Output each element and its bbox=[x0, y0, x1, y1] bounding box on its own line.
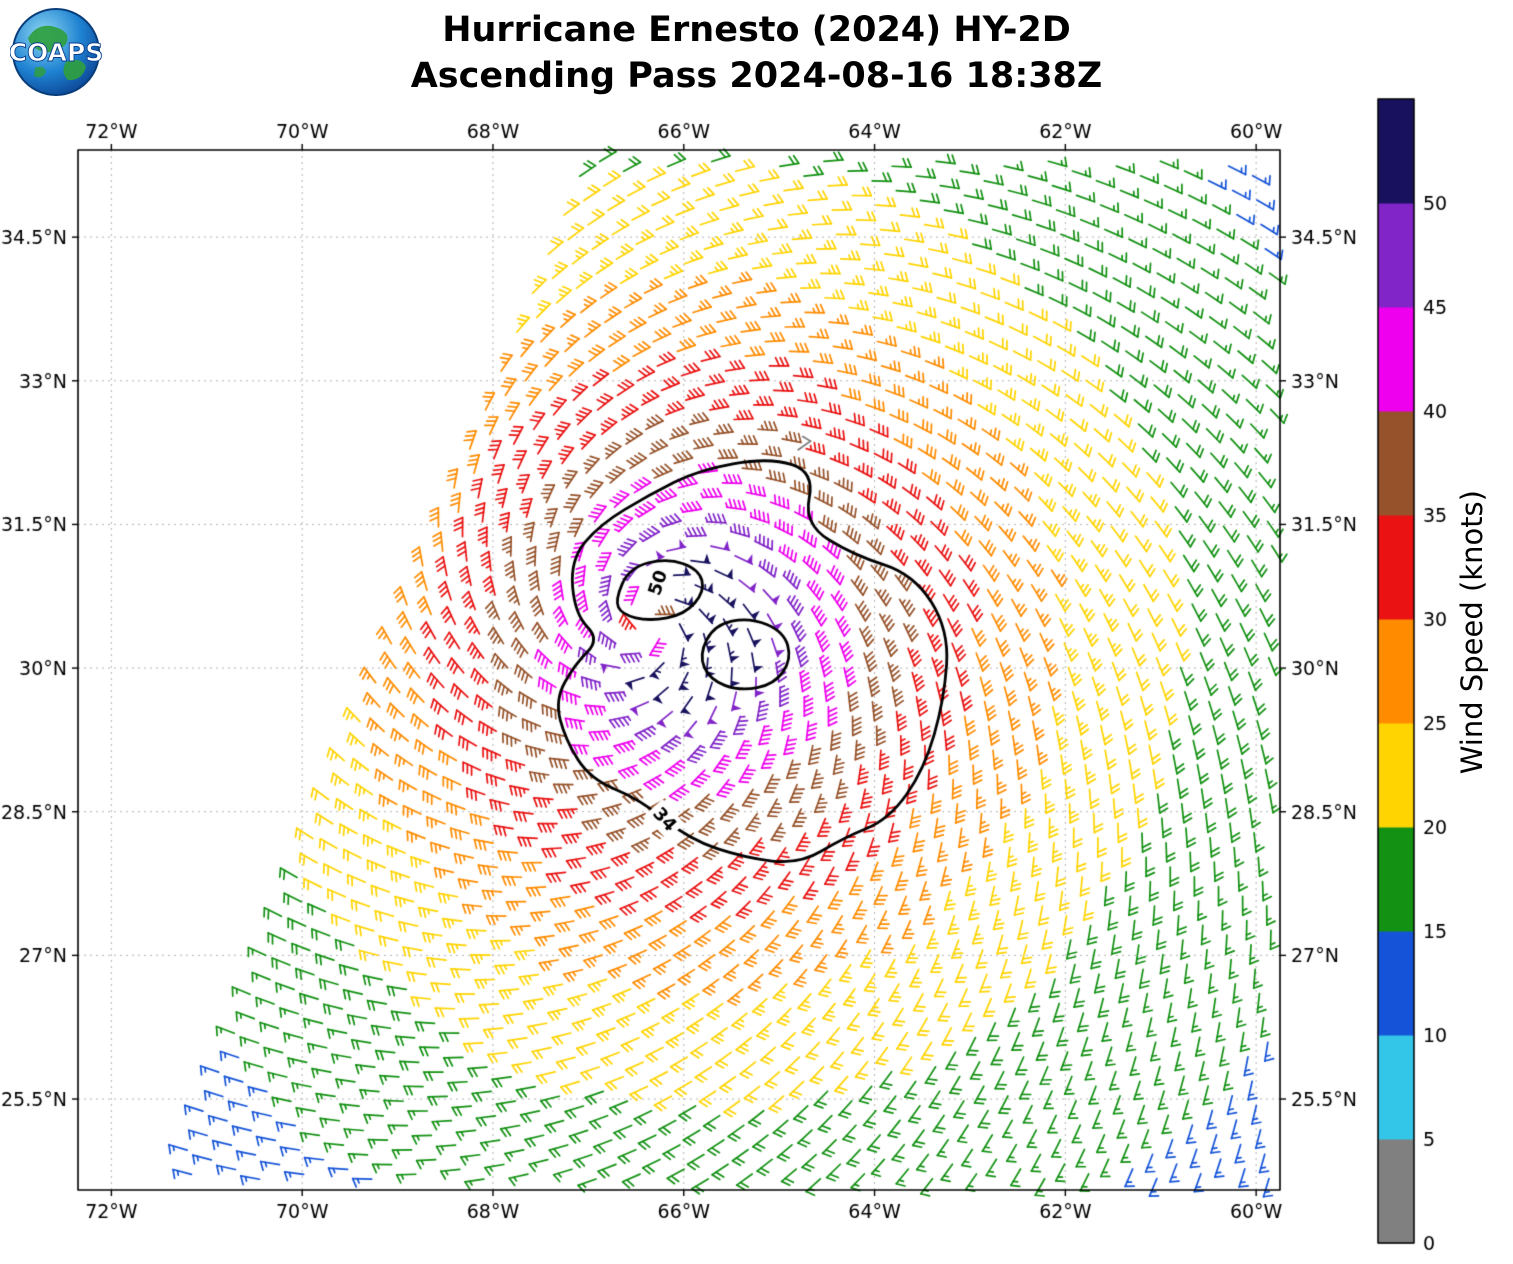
coaps-globe-icon: COAPS bbox=[8, 8, 104, 96]
colorbar-label: Wind Speed (knots) bbox=[1455, 0, 1489, 1264]
chart-title-line1: Hurricane Ernesto (2024) HY-2D bbox=[442, 10, 1071, 50]
chart-title-line2: Ascending Pass 2024-08-16 18:38Z bbox=[410, 55, 1103, 96]
logo-text: COAPS bbox=[10, 38, 102, 67]
coaps-logo: COAPS bbox=[8, 6, 104, 98]
chart-title: Hurricane Ernesto (2024) HY-2D Ascending… bbox=[0, 8, 1513, 99]
colorbar-label-text: Wind Speed (knots) bbox=[1455, 489, 1489, 775]
